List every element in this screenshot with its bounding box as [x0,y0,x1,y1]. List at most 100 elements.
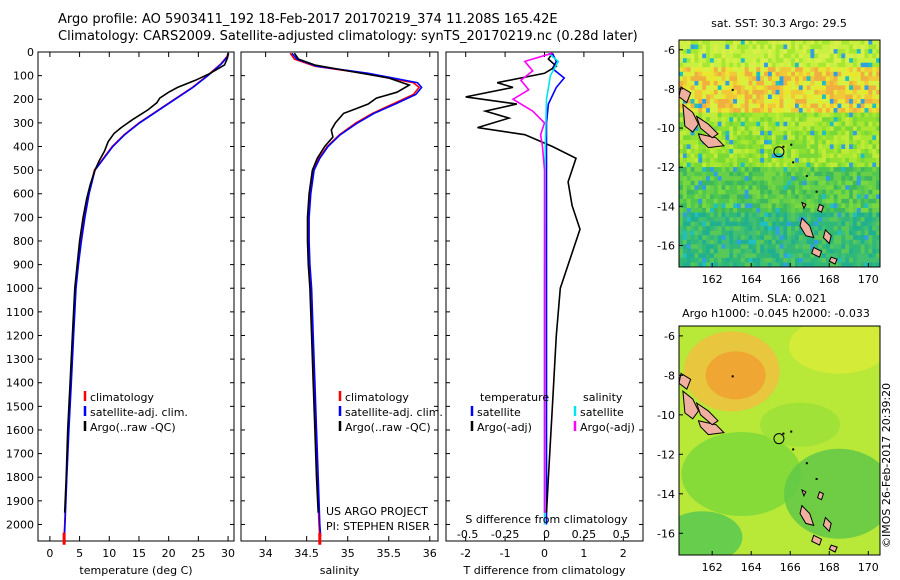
sst-cell [767,130,773,136]
sst-cell [795,139,800,145]
sst-cell [872,212,877,218]
sst-cell [686,226,692,232]
sst-cell [806,203,812,209]
sst-cell [849,117,854,123]
sst-cell [872,49,877,55]
sst-cell [737,226,742,232]
sst-cell [791,162,796,168]
sla-map-subtitle: Argo h1000: -0.045 h2000: -0.033 [682,307,870,320]
sst-cell [849,230,854,236]
sst-cell [756,139,761,145]
sst-cell [837,99,842,105]
sst-cell [837,67,842,73]
sst-cell [744,221,750,227]
sst-cell [814,103,819,109]
sst-cell [860,99,866,105]
sst-cell [698,198,703,204]
sst-cell [791,212,796,218]
sst-cell [818,235,823,241]
sst-cell [737,221,742,227]
sst-cell [729,171,734,177]
sst-cell [818,94,823,100]
surface-marker [318,532,322,545]
sst-cell [744,198,750,204]
sst-cell [682,80,688,86]
sst-cell [829,108,835,114]
sst-cell [822,53,827,59]
sst-cell [841,103,846,109]
sst-cell [825,117,831,123]
sst-cell [729,58,734,64]
sst-cell [845,203,850,209]
sst-cell [729,135,734,141]
sst-cell [872,153,877,159]
sst-cell [806,67,812,73]
sst-cell [872,99,877,105]
sst-cell [725,208,730,214]
sst-cell [752,158,757,164]
sst-cell [779,226,784,232]
sst-cell [783,244,788,250]
sst-cell [690,108,696,114]
sst-cell [682,76,688,82]
sst-cell [791,226,796,232]
sst-cell [737,253,742,259]
sst-cell [818,149,823,155]
sst-cell [775,248,781,254]
sst-cell [779,162,784,168]
sst-cell [694,135,699,141]
sst-cell [679,67,684,73]
sst-cell [686,71,692,77]
sst-cell [737,44,742,50]
sst-cell [849,112,854,118]
legend-label: satellite [477,406,521,419]
sst-cell [775,112,781,118]
sst-cell [872,112,877,118]
sst-cell [856,176,862,182]
sst-cell [690,149,696,155]
sst-cell [779,203,784,209]
sst-cell [760,217,765,223]
sst-cell [709,185,715,191]
sst-cell [872,248,877,254]
sst-cell [756,99,761,105]
sst-cell [679,121,684,127]
sst-cell [767,49,773,55]
sst-cell [737,198,742,204]
sst-cell [806,76,812,82]
sst-cell [872,167,877,173]
sst-cell [849,257,854,263]
sst-cell [783,76,788,82]
sst-cell [837,130,842,136]
sst-cell [771,158,777,164]
sst-cell [775,44,781,50]
sst-cell [841,94,846,100]
sst-cell [822,71,827,77]
sst-cell [686,153,692,159]
sst-cell [864,49,869,55]
sst-cell [783,212,788,218]
sst-cell [694,198,699,204]
sla-blob [784,448,880,539]
sst-cell [856,171,862,177]
sst-cell [760,239,765,245]
sst-cell [752,226,757,232]
sst-cell [852,221,858,227]
sst-cell [733,176,738,182]
sst-cell [833,40,839,46]
sst-cell [752,198,757,204]
sst-cell [802,126,808,132]
sst-cell [864,171,869,177]
sst-cell [752,58,757,64]
sst-cell [814,85,819,91]
sst-cell [849,99,854,105]
sst-cell [806,208,812,214]
sst-cell [690,135,696,141]
sst-cell [872,126,877,132]
sst-cell [872,58,877,64]
sst-cell [740,112,746,118]
sst-cell [764,108,769,114]
sst-cell [868,253,873,259]
sst-cell [752,217,757,223]
sst-cell [737,53,742,59]
